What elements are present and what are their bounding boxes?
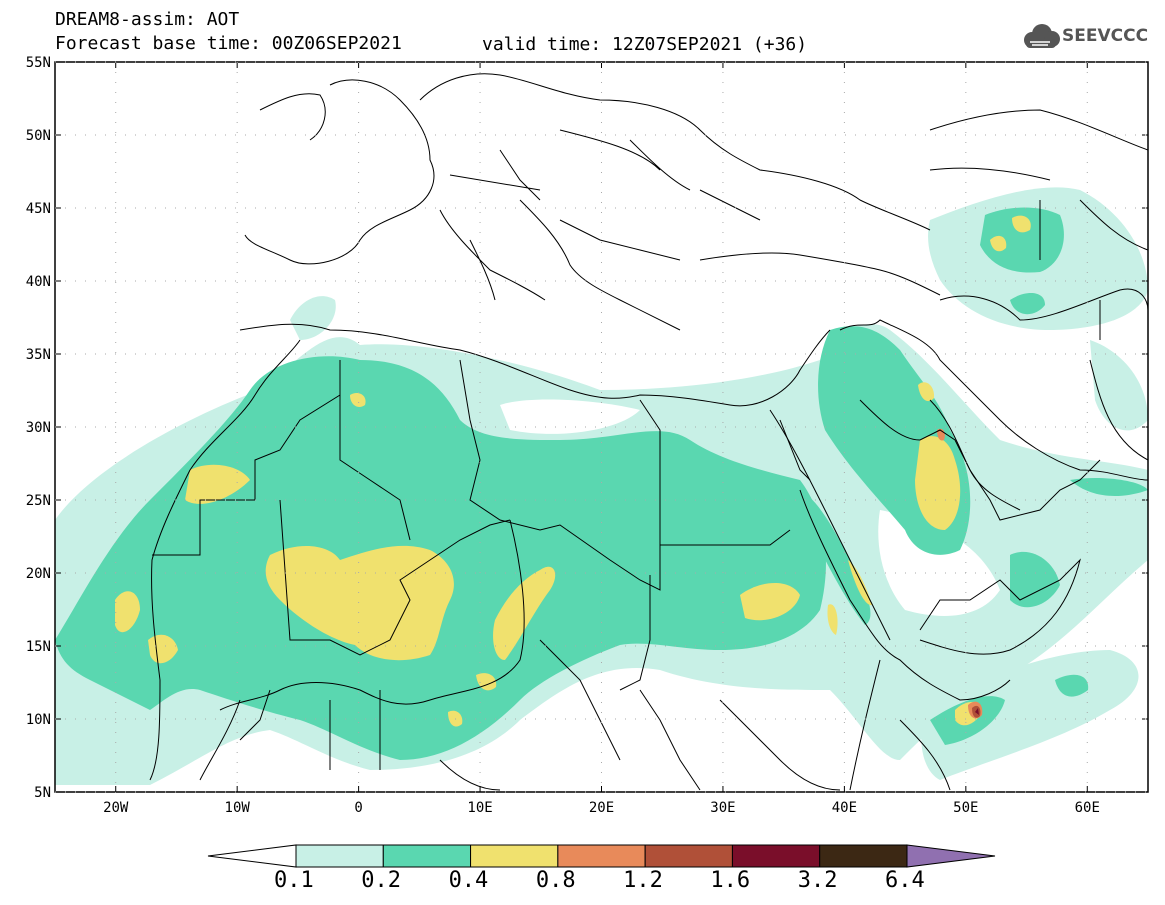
- lat-label: 55N: [26, 55, 51, 71]
- colorbar-label: 0.2: [361, 868, 402, 893]
- lat-label: 10N: [26, 712, 51, 728]
- colorbar-label: 6.4: [885, 868, 925, 893]
- colorbar-swatch: [731, 844, 821, 868]
- colorbar-swatch: [819, 844, 908, 868]
- colorbar-upper-arrow: [906, 844, 996, 868]
- lon-label: 60E: [1075, 800, 1100, 816]
- lat-label: 15N: [26, 639, 51, 655]
- colorbar-label: 0.4: [448, 868, 489, 893]
- lat-label: 45N: [26, 201, 51, 217]
- colorbar-swatch: [557, 844, 646, 868]
- lon-label: 0: [354, 800, 362, 816]
- colorbar-label: 0.8: [535, 868, 576, 893]
- colorbar-lower-arrow: [207, 844, 297, 868]
- lon-label: 50E: [953, 800, 978, 816]
- lon-label: 20E: [589, 800, 614, 816]
- longitude-axis: 20W 10W 0 10E 20E 30E 40E 50E 60E: [103, 62, 1100, 816]
- map-title: DREAM8-assim: AOT: [55, 9, 240, 30]
- logo-text: SEEVCCC: [1062, 26, 1149, 46]
- colorbar-swatch: [382, 844, 472, 868]
- colorbar-label: 0.1: [274, 868, 314, 893]
- lat-label: 40N: [26, 274, 51, 290]
- lat-label: 35N: [26, 347, 51, 363]
- lon-label: 10E: [467, 800, 492, 816]
- lon-label: 20W: [103, 800, 129, 816]
- valid-time: valid time: 12Z07SEP2021 (+36): [482, 34, 808, 55]
- lat-label: 5N: [34, 785, 51, 801]
- colorbar-label: 3.2: [797, 868, 838, 893]
- seevccc-logo: [1024, 24, 1060, 48]
- aot-level-0.4: [115, 215, 1031, 727]
- colorbar-swatch: [644, 844, 733, 868]
- lat-label: 25N: [26, 493, 51, 509]
- colorbar-swatch: [295, 844, 384, 868]
- lat-label: 20N: [26, 566, 51, 582]
- colorbar-swatch: [470, 844, 559, 868]
- lat-label: 50N: [26, 128, 51, 144]
- lat-label: 30N: [26, 420, 51, 436]
- country-borders: [149, 73, 1148, 791]
- lon-label: 30E: [710, 800, 735, 816]
- colorbar-label: 1.6: [710, 868, 751, 893]
- lon-label: 40E: [832, 800, 857, 816]
- lon-label: 10W: [225, 800, 251, 816]
- forecast-base-time: Forecast base time: 00Z06SEP2021: [55, 33, 402, 54]
- colorbar: [207, 844, 996, 868]
- colorbar-label: 1.2: [623, 868, 663, 893]
